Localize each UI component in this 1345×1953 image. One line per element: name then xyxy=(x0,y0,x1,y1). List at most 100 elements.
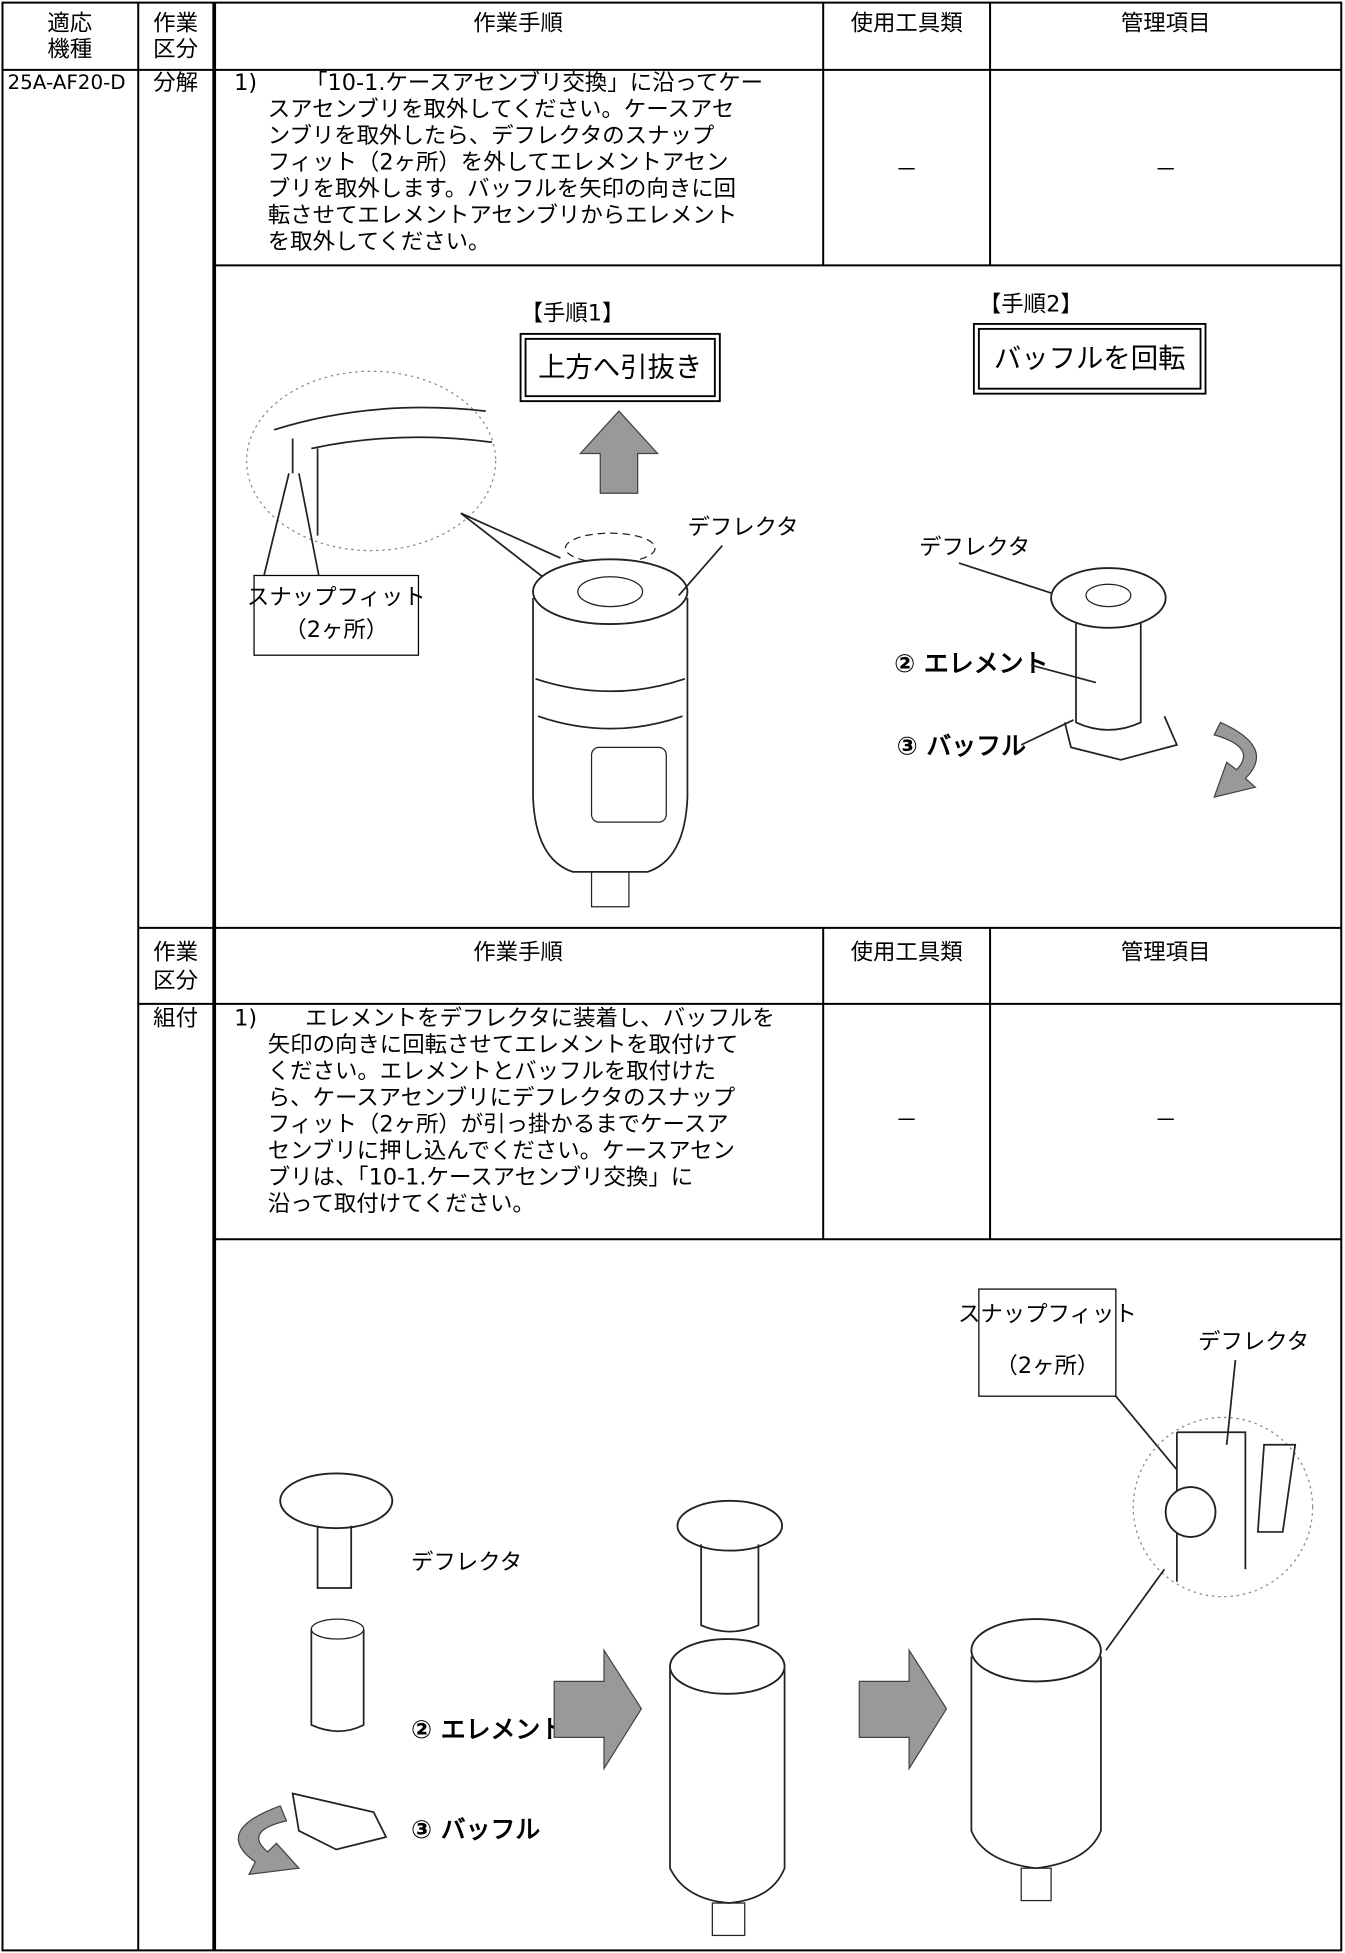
procedure-text: エレメントをデフレクタに装着し、バッフルを矢印の向きに回転させてエレメントを取付… xyxy=(268,1005,775,1217)
part xyxy=(1063,715,1179,761)
part xyxy=(676,1499,784,1552)
callout xyxy=(978,1288,1117,1397)
arrow xyxy=(578,410,659,494)
header-cell: 管理項目 xyxy=(1121,939,1211,965)
procedure-line: ンブリを取外したら、デフレクタのスナップ xyxy=(268,123,715,149)
figure-1: 【手順1】 上方へ引抜き 【手順2】 バッフルを回転 スナップフィット （2ヶ所… xyxy=(245,292,1257,908)
procedure-line: ら、ケースアセンブリにデフレクタのスナップ xyxy=(268,1085,736,1111)
procedure-line: フィット（2ヶ所）を外してエレメントアセン xyxy=(268,150,729,176)
part xyxy=(711,1902,746,1937)
detail xyxy=(273,406,493,536)
header-cell: 機種 xyxy=(47,36,92,62)
procedure-line: ブリを取外します。バッフルを矢印の向きに回 xyxy=(268,176,736,202)
part xyxy=(669,1638,786,1695)
tools: － xyxy=(895,1107,917,1133)
procedure-line: 沿って取付けてください。 xyxy=(268,1191,535,1217)
header-cell: 適応 xyxy=(47,10,92,36)
callout xyxy=(253,574,420,656)
part xyxy=(590,871,630,908)
leader xyxy=(263,473,320,576)
procedure-line: フィット（2ヶ所）が引っ掛かるまでケースア xyxy=(268,1111,729,1137)
label: デフレクタ xyxy=(919,535,1030,561)
items: － xyxy=(1154,157,1176,183)
procedure-line: センブリに押し込んでください。ケースアセン xyxy=(268,1138,735,1164)
procedure-line: エレメントをデフレクタに装着し、バッフルを xyxy=(305,1005,775,1031)
part xyxy=(1075,622,1142,731)
part xyxy=(279,1472,394,1530)
part xyxy=(577,576,644,608)
box xyxy=(977,327,1202,390)
header-cell: 作業手順 xyxy=(473,10,563,36)
label: 【手順2】 xyxy=(979,292,1083,318)
arrow xyxy=(858,1648,948,1771)
header-cell: 区分 xyxy=(153,36,198,62)
part xyxy=(970,1656,1102,1870)
part xyxy=(1050,567,1167,629)
label: スナップフィット xyxy=(247,584,426,610)
label: ③ バッフル xyxy=(897,731,1026,760)
label: ② エレメント xyxy=(894,649,1048,678)
arrow xyxy=(553,1648,643,1771)
part xyxy=(535,678,686,730)
part xyxy=(316,1525,353,1589)
label: 上方へ引抜き xyxy=(538,352,702,383)
items: － xyxy=(1154,1107,1176,1133)
label: スナップフィット xyxy=(958,1302,1137,1328)
procedure-line: ブリは、「10-1.ケースアセンブリ交換」に xyxy=(268,1165,693,1191)
label: ③ バッフル xyxy=(411,1815,540,1844)
detail xyxy=(245,370,497,552)
rotation-arrow xyxy=(1213,721,1257,799)
part xyxy=(970,1618,1102,1683)
rotation-arrow xyxy=(237,1805,301,1876)
division: 分解 xyxy=(153,70,198,96)
leader xyxy=(1225,1359,1237,1445)
box xyxy=(524,337,716,398)
leader xyxy=(958,562,1059,597)
procedure-line: を取外してください。 xyxy=(268,229,491,255)
procedure-line: スアセンブリを取外してください。ケースアセ xyxy=(268,97,735,123)
leader xyxy=(1020,719,1074,746)
part xyxy=(532,597,689,873)
label: （2ヶ所） xyxy=(284,617,388,643)
part xyxy=(291,1792,388,1851)
header-cell: 使用工具類 xyxy=(851,10,963,36)
procedure-line: ください。エレメントとバッフルを取付けた xyxy=(268,1058,716,1084)
header-cell: 区分 xyxy=(153,968,198,994)
label: （2ヶ所） xyxy=(995,1353,1099,1379)
procedure-text: 「10-1.ケースアセンブリ交換」に沿ってケースアセンブリを取外してください。ケ… xyxy=(268,70,763,255)
part xyxy=(669,1668,786,1904)
model: 25A-AF20-D xyxy=(7,71,125,94)
procedure-line: 転させてエレメントアセンブリからエレメント xyxy=(268,203,737,229)
detail xyxy=(1164,1486,1217,1538)
leader xyxy=(678,545,723,596)
header-cell: 作業 xyxy=(153,10,198,36)
tools: － xyxy=(895,157,917,183)
header-cell: 管理項目 xyxy=(1121,10,1211,36)
label: ② エレメント xyxy=(411,1715,565,1744)
leader xyxy=(1115,1395,1178,1471)
part xyxy=(532,558,689,625)
label: デフレクタ xyxy=(411,1550,522,1576)
leader xyxy=(1105,1568,1166,1651)
division: 組付 xyxy=(153,1005,198,1031)
part xyxy=(700,1544,760,1633)
step-no: 1) xyxy=(234,70,257,96)
step-no: 1) xyxy=(234,1005,257,1031)
label: デフレクタ xyxy=(1198,1329,1309,1355)
part xyxy=(1020,1867,1052,1902)
part xyxy=(590,746,667,823)
figure-2: スナップフィット （2ヶ所） デフレクタ デフレクタ ② エレメント ③ バッフ… xyxy=(237,1288,1314,1937)
header-cell: 使用工具類 xyxy=(851,939,963,965)
detail xyxy=(1132,1416,1314,1598)
label: 【手順1】 xyxy=(521,300,625,326)
procedure-line: 矢印の向きに回転させてエレメントを取付けて xyxy=(268,1032,739,1058)
label: バッフルを回転 xyxy=(994,344,1186,375)
procedure-line: 「10-1.ケースアセンブリ交換」に沿ってケー xyxy=(305,70,763,96)
box xyxy=(972,322,1207,395)
leader xyxy=(1030,664,1097,684)
part xyxy=(1085,583,1132,608)
header-cell: 作業 xyxy=(153,939,198,965)
